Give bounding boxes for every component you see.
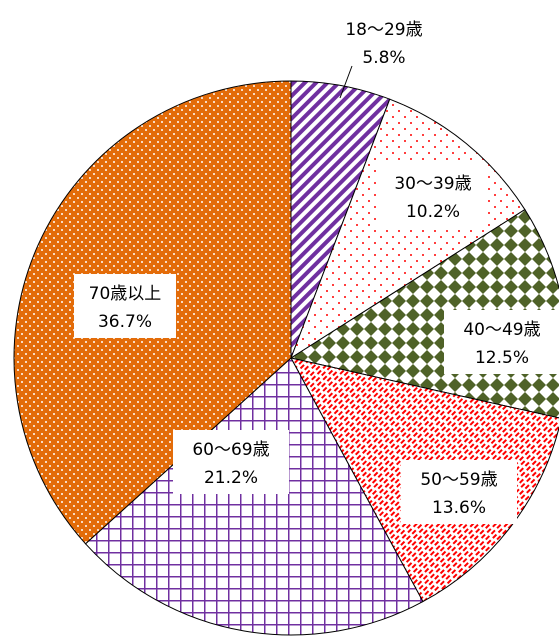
- slice-category-label: 30～39歳: [394, 174, 471, 194]
- data-label-background: [401, 460, 517, 524]
- slice-value-label: 5.8%: [362, 48, 405, 68]
- data-label-background: [444, 310, 559, 374]
- slice-value-label: 10.2%: [406, 202, 460, 222]
- leader-line-18-29: [339, 65, 353, 99]
- slice-value-label: 12.5%: [475, 348, 529, 368]
- data-label-background: [74, 274, 176, 338]
- slice-category-label: 40～49歳: [463, 320, 540, 340]
- data-label: 70歳以上 36.7%: [74, 274, 176, 338]
- data-label: 30～39歳 10.2%: [379, 164, 487, 228]
- data-label-background: [173, 430, 289, 494]
- data-label-background: [379, 164, 487, 228]
- data-label: 60～69歳 21.2%: [173, 430, 289, 494]
- slice-value-label: 36.7%: [98, 312, 152, 332]
- slice-category-label: 60～69歳: [192, 440, 269, 460]
- data-label: 50～59歳 13.6%: [401, 460, 517, 524]
- slice-value-label: 13.6%: [432, 498, 486, 518]
- slice-category-label: 70歳以上: [89, 284, 162, 304]
- data-label: 18～29歳 5.8%: [345, 20, 422, 68]
- pie-slice: [84, 357, 424, 636]
- data-label: 40～49歳 12.5%: [444, 310, 559, 374]
- slice-value-label: 21.2%: [204, 468, 258, 488]
- slice-category-label: 18～29歳: [345, 20, 422, 40]
- pie-slice: [289, 98, 526, 360]
- slice-category-label: 50～59歳: [420, 470, 497, 490]
